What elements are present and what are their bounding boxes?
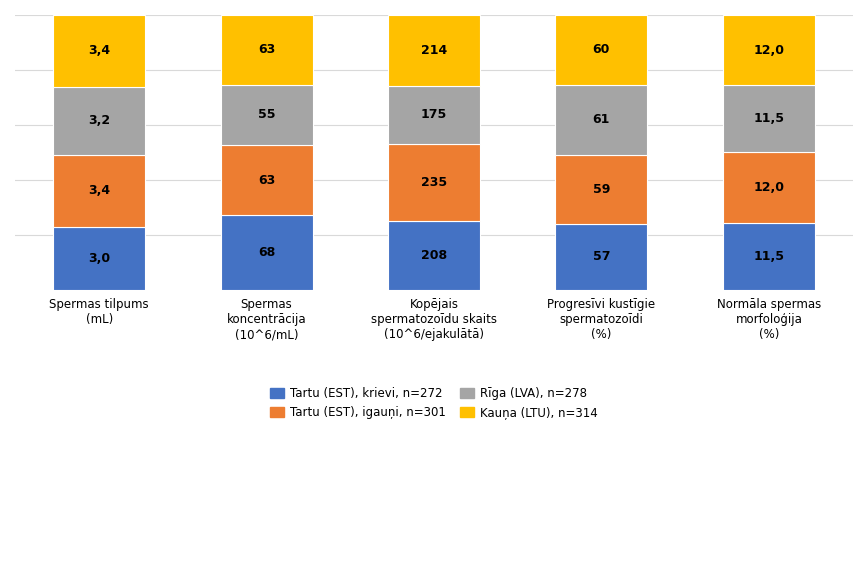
Bar [723, 15, 815, 85]
Text: 61: 61 [593, 113, 610, 126]
Bar [388, 221, 480, 290]
Bar [53, 227, 145, 290]
Text: 12,0: 12,0 [753, 181, 785, 194]
Text: 175: 175 [421, 108, 447, 121]
Text: 55: 55 [258, 108, 275, 121]
Text: 11,5: 11,5 [753, 112, 785, 125]
Bar [388, 15, 480, 86]
Legend: Tartu (EST), krievi, n=272, Tartu (EST), igauņi, n=301, Rīga (LVA), n=278, Kauņa: Tartu (EST), krievi, n=272, Tartu (EST),… [266, 384, 602, 423]
Text: 60: 60 [593, 43, 610, 56]
Bar [556, 224, 648, 290]
Bar [220, 15, 312, 85]
Bar [556, 15, 648, 85]
Bar [53, 87, 145, 155]
Text: 57: 57 [593, 250, 610, 263]
Bar [723, 223, 815, 290]
Bar [53, 15, 145, 87]
Text: 214: 214 [421, 44, 447, 57]
Bar [723, 153, 815, 223]
Bar [220, 215, 312, 290]
Bar [556, 85, 648, 155]
Text: 68: 68 [258, 246, 275, 259]
Text: 12,0: 12,0 [753, 44, 785, 57]
Bar [220, 145, 312, 215]
Bar [53, 155, 145, 227]
Text: 63: 63 [258, 43, 275, 56]
Text: 3,4: 3,4 [88, 44, 110, 57]
Bar [220, 85, 312, 145]
Bar [556, 155, 648, 224]
Text: 208: 208 [421, 249, 447, 262]
Text: 11,5: 11,5 [753, 250, 785, 263]
Bar [723, 85, 815, 153]
Text: 3,0: 3,0 [88, 252, 110, 265]
Bar [388, 144, 480, 221]
Text: 3,2: 3,2 [88, 114, 110, 127]
Bar [388, 86, 480, 144]
Text: 63: 63 [258, 173, 275, 187]
Text: 235: 235 [421, 176, 447, 189]
Text: 3,4: 3,4 [88, 184, 110, 197]
Text: 59: 59 [593, 183, 610, 196]
